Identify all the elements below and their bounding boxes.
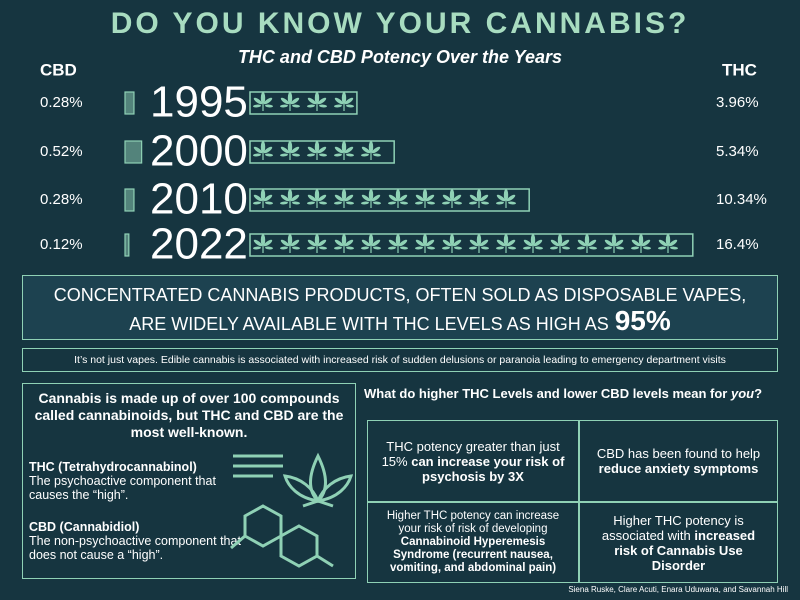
legend-cbd: CBD <box>40 60 77 79</box>
leaf-icon <box>576 233 598 254</box>
info-box: Cannabis is made up of over 100 compound… <box>22 383 356 579</box>
leaf-icon <box>333 140 355 161</box>
legend-thc: THC <box>722 60 757 79</box>
leaf-icon <box>360 233 382 254</box>
thc-bar <box>249 233 694 257</box>
cbd-label: 0.52% <box>40 143 83 160</box>
leaf-icon <box>549 233 571 254</box>
effect-emphasis: Cannabinoid Hyperemesis Syndrome (recurr… <box>389 536 557 574</box>
effect-text: CBD has been found to help reduce anxiet… <box>590 446 767 476</box>
effect-emphasis: increased risk of Cannabis Use Disorder <box>614 527 756 573</box>
info-heading: Cannabis is made up of over 100 compound… <box>34 390 344 440</box>
leaf-icon <box>333 233 355 254</box>
effect-part: THC potency greater than just 15% <box>381 438 560 469</box>
thc-label: 5.34% <box>716 143 759 160</box>
leaf-icon <box>441 233 463 254</box>
leaf-icon <box>252 140 274 161</box>
effects-heading: What do higher THC Levels and lower CBD … <box>364 386 762 401</box>
effect-emphasis: reduce anxiety symptoms <box>598 461 759 476</box>
credits: Siena Ruske, Clare Acuti, Enara Uduwana,… <box>568 585 788 594</box>
leaf-icon <box>252 188 274 209</box>
effect-part: Higher THC potency is associated with <box>601 512 744 543</box>
effect-cell: Higher THC potency can increase your ris… <box>368 503 578 582</box>
term-definition: The non-psychoactive component that does… <box>29 534 241 562</box>
leaf-icon <box>630 233 652 254</box>
thc-bar <box>249 91 358 115</box>
effect-text: THC potency greater than just 15% can in… <box>378 439 568 484</box>
leaf-icon <box>468 233 490 254</box>
term-definition: The psychoactive component that causes t… <box>29 474 216 502</box>
leaf-icon <box>306 233 328 254</box>
effect-text: Higher THC potency is associated with in… <box>590 513 767 573</box>
leaf-icon <box>279 233 301 254</box>
effect-cell: Higher THC potency is associated with in… <box>580 503 777 582</box>
cbd-bar <box>124 91 135 115</box>
thc-label: 10.34% <box>716 191 767 208</box>
year-label: 2010 <box>150 175 248 224</box>
effect-part: Higher THC potency can increase your ris… <box>386 510 560 535</box>
cbd-label: 0.28% <box>40 94 83 111</box>
year-label: 2022 <box>150 220 248 269</box>
leaf-icon <box>414 188 436 209</box>
effect-part: CBD has been found to help <box>596 446 761 461</box>
leaf-icon <box>387 188 409 209</box>
term: CBD (Cannabidiol) The non-psychoactive co… <box>29 520 244 562</box>
thc-label: 16.4% <box>716 236 759 253</box>
leaf-icon <box>333 188 355 209</box>
leaf-icon <box>306 188 328 209</box>
effect-text: Higher THC potency can increase your ris… <box>378 510 568 575</box>
leaf-icon <box>306 140 328 161</box>
thc-bar <box>249 140 395 164</box>
effect-cell: THC potency greater than just 15% can in… <box>368 421 578 501</box>
leaf-icon <box>522 233 544 254</box>
term-name: CBD (Cannabidiol) <box>29 520 140 534</box>
molecule-icon <box>230 452 353 568</box>
leaf-icon <box>468 188 490 209</box>
cbd-label: 0.28% <box>40 191 83 208</box>
thc-label: 3.96% <box>716 94 759 111</box>
leaf-icon <box>387 233 409 254</box>
banner-line: CONCENTRATED CANNABIS PRODUCTS, OFTEN SO… <box>53 285 747 305</box>
cbd-bar <box>124 140 143 164</box>
leaf-icon <box>360 188 382 209</box>
leaf-icon <box>495 188 517 209</box>
effects-grid: THC potency greater than just 15% can in… <box>367 420 778 583</box>
leaf-icon <box>279 91 301 112</box>
leaf-icon <box>441 188 463 209</box>
banner: CONCENTRATED CANNABIS PRODUCTS, OFTEN SO… <box>22 275 778 340</box>
leaf-icon <box>495 233 517 254</box>
leaf-icon <box>279 140 301 161</box>
year-label: 1995 <box>150 78 248 127</box>
cbd-bar <box>124 188 135 212</box>
effect-cell: CBD has been found to help reduce anxiet… <box>580 421 777 501</box>
leaf-icon <box>252 233 274 254</box>
banner-highlight: 95% <box>614 305 671 336</box>
chart: DO YOU KNOW YOUR CANNABIS? THC and CBD P… <box>40 7 767 269</box>
year-label: 2000 <box>150 127 248 176</box>
leaf-icon <box>306 91 328 112</box>
leaf-icon <box>333 91 355 112</box>
note: It’s not just vapes. Edible cannabis is … <box>22 348 778 372</box>
heading-part: What do higher THC Levels and lower CBD … <box>364 386 731 401</box>
chart-title: THC and CBD Potency Over the Years <box>238 47 562 67</box>
heading-part: you <box>730 386 755 401</box>
leaf-icon <box>360 140 382 161</box>
leaf-icon <box>657 233 679 254</box>
thc-bar <box>249 188 530 212</box>
leaf-icon <box>603 233 625 254</box>
leaf-icon <box>414 233 436 254</box>
heading-part: ? <box>754 386 763 401</box>
cbd-bar <box>124 233 130 257</box>
leaf-icon <box>252 91 274 112</box>
divider <box>368 501 777 503</box>
effect-emphasis: can increase your risk of psychosis by 3… <box>411 453 565 484</box>
cbd-label: 0.12% <box>40 236 83 253</box>
term-name: THC (Tetrahydrocannabinol) <box>29 460 197 474</box>
term: THC (Tetrahydrocannabinol) The psychoacti… <box>29 460 244 502</box>
leaf-icon <box>279 188 301 209</box>
banner-text: ARE WIDELY AVAILABLE WITH THC LEVELS AS … <box>129 314 609 334</box>
banner-line: ARE WIDELY AVAILABLE WITH THC LEVELS AS … <box>23 305 777 337</box>
page-title: DO YOU KNOW YOUR CANNABIS? <box>111 7 690 40</box>
